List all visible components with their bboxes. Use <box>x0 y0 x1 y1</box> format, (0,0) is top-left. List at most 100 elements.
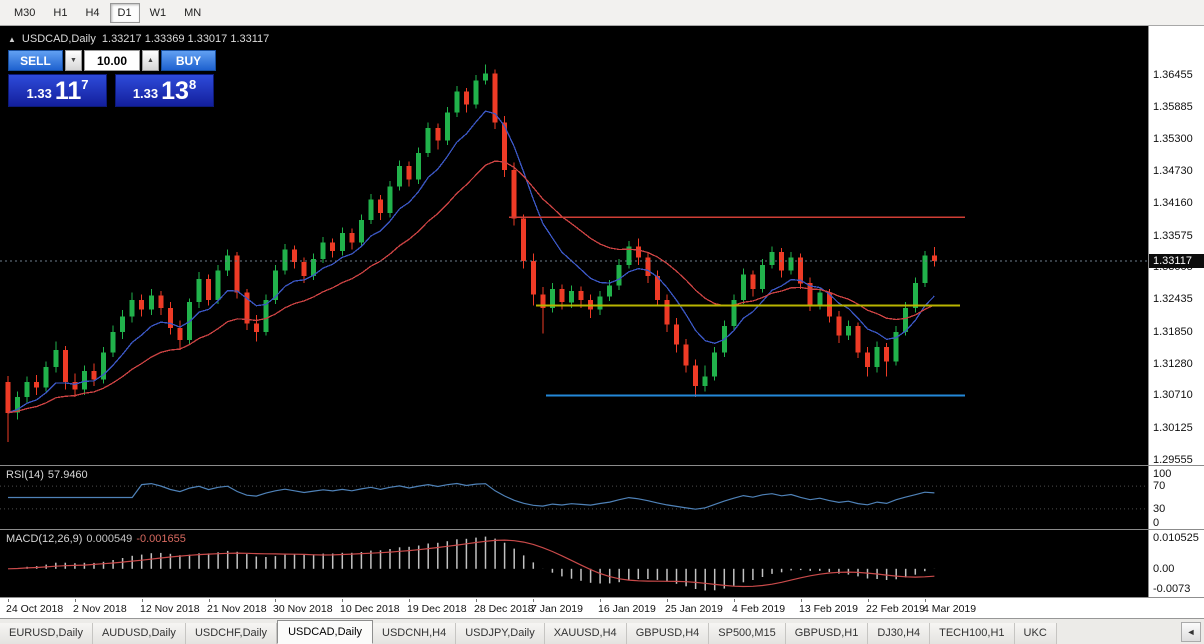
price-tick-label: 1.34730 <box>1153 165 1193 177</box>
ask-price-prefix: 1.33 <box>132 86 159 101</box>
tab-sp500-m15[interactable]: SP500,M15 <box>709 623 786 644</box>
rsi-scale-label: 70 <box>1153 480 1166 492</box>
date-label: 25 Jan 2019 <box>665 603 723 615</box>
tab-gbpusd-h4[interactable]: GBPUSD,H4 <box>626 623 710 644</box>
tab-usdcad-daily[interactable]: USDCAD,Daily <box>277 620 374 644</box>
main-chart-canvas[interactable] <box>0 26 1148 465</box>
chart-window[interactable]: ▲ USDCAD,Daily 1.33217 1.33369 1.33017 1… <box>0 26 1204 618</box>
date-label: 16 Jan 2019 <box>598 603 656 615</box>
macd-indicator-label: MACD(12,26,9) 0.000549 -0.001655 <box>6 533 186 545</box>
price-tick-label: 1.31850 <box>1153 326 1193 338</box>
macd-name: MACD(12,26,9) <box>6 533 83 545</box>
price-scale[interactable]: 1.33117 1.36455 1.35885 1.35300 1.34730 1.34… <box>1148 26 1204 597</box>
chart-tab-bar: EURUSD,Daily AUDUSD,Daily USDCHF,Daily USDC… <box>0 618 1204 644</box>
date-tick <box>600 599 601 602</box>
date-tick <box>533 599 534 602</box>
macd-pane-canvas[interactable] <box>0 530 1148 597</box>
tab-usdcnh-h4[interactable]: USDCNH,H4 <box>373 623 457 644</box>
pane-separator[interactable] <box>0 465 1204 466</box>
price-tick-label: 1.31280 <box>1153 358 1193 370</box>
rsi-name: RSI(14) <box>6 469 44 481</box>
chart-tabs: EURUSD,Daily AUDUSD,Daily USDCHF,Daily USDC… <box>0 619 1179 644</box>
timeframe-button-w1[interactable]: W1 <box>142 3 175 23</box>
volume-input[interactable] <box>84 50 140 71</box>
date-label: 22 Feb 2019 <box>866 603 925 615</box>
date-tick <box>342 599 343 602</box>
date-tick <box>868 599 869 602</box>
rsi-pane-canvas[interactable] <box>0 466 1148 529</box>
date-tick <box>734 599 735 602</box>
date-tick <box>667 599 668 602</box>
date-label: 12 Nov 2018 <box>140 603 200 615</box>
rsi-current-value: 57.9460 <box>47 469 88 481</box>
date-tick <box>209 599 210 602</box>
timeframe-toolbar: M30 H1 H4 D1 W1 MN <box>0 0 1204 26</box>
price-tick-label: 1.29555 <box>1153 454 1193 466</box>
date-label: 4 Feb 2019 <box>732 603 786 615</box>
rsi-indicator-label: RSI(14) 57.9460 <box>6 469 88 481</box>
timeframe-button-m30[interactable]: M30 <box>6 3 43 23</box>
price-tick-label: 1.36455 <box>1153 69 1193 81</box>
price-tick-label: 1.32435 <box>1153 293 1193 305</box>
date-tick <box>142 599 143 602</box>
tab-dj30-h4[interactable]: DJ30,H4 <box>868 623 931 644</box>
bid-price-display[interactable]: 1.33 11 7 <box>8 74 107 107</box>
volume-increase-button[interactable]: ▲ <box>142 50 159 71</box>
rsi-scale-label: 100 <box>1153 468 1172 480</box>
sell-button[interactable]: SELL <box>8 50 63 71</box>
tab-usdchf-daily[interactable]: USDCHF,Daily <box>185 623 278 644</box>
buy-button[interactable]: BUY <box>161 50 216 71</box>
chart-title: ▲ USDCAD,Daily 1.33217 1.33369 1.33017 1… <box>8 33 269 45</box>
date-label: 19 Dec 2018 <box>407 603 467 615</box>
timeframe-button-mn[interactable]: MN <box>176 3 209 23</box>
arrow-left-icon: ◄ <box>1186 627 1196 637</box>
macd-main-value: 0.000549 <box>86 533 133 545</box>
date-tick <box>409 599 410 602</box>
timeframe-button-h4[interactable]: H4 <box>77 3 107 23</box>
date-label: 4 Mar 2019 <box>923 603 977 615</box>
rsi-scale-label: 30 <box>1153 503 1166 515</box>
tab-gbpusd-h1[interactable]: GBPUSD,H1 <box>785 623 869 644</box>
price-tick-label: 1.33575 <box>1153 230 1193 242</box>
pane-separator[interactable] <box>0 529 1204 530</box>
price-tick-label: 1.35300 <box>1153 133 1193 145</box>
chart-ohlc-values: 1.33217 1.33369 1.33017 1.33117 <box>101 33 270 45</box>
current-price-badge: 1.33117 <box>1149 254 1204 268</box>
tab-eurusd-daily[interactable]: EURUSD,Daily <box>0 623 93 644</box>
tab-tech100-h1[interactable]: TECH100,H1 <box>930 623 1015 644</box>
macd-signal-value: -0.001655 <box>136 533 186 545</box>
macd-scale-label: -0.0073 <box>1153 583 1191 595</box>
date-label: 28 Dec 2018 <box>474 603 534 615</box>
macd-scale-label: 0.010525 <box>1153 532 1199 544</box>
bid-price-point: 7 <box>81 77 89 92</box>
date-tick <box>925 599 926 602</box>
date-tick <box>476 599 477 602</box>
date-label: 21 Nov 2018 <box>207 603 267 615</box>
ask-price-pips: 13 <box>161 77 189 105</box>
date-tick <box>275 599 276 602</box>
tab-xauusd-h4[interactable]: XAUUSD,H4 <box>544 623 627 644</box>
ask-price-display[interactable]: 1.33 13 8 <box>115 74 214 107</box>
rsi-scale-label: 0 <box>1153 517 1160 529</box>
one-click-panel-toggle-icon[interactable]: ▲ <box>8 34 16 44</box>
bid-price-pips: 11 <box>54 77 82 105</box>
tab-scroll-left-button[interactable]: ◄ <box>1181 622 1201 642</box>
chevron-up-icon: ▲ <box>147 57 154 64</box>
price-tick-label: 1.30125 <box>1153 422 1193 434</box>
bid-price-prefix: 1.33 <box>26 86 52 101</box>
tab-ukc[interactable]: UKC <box>1014 623 1057 644</box>
price-tick-label: 1.35885 <box>1153 101 1193 113</box>
date-label: 10 Dec 2018 <box>340 603 400 615</box>
tab-usdjpy-daily[interactable]: USDJPY,Daily <box>456 623 545 644</box>
macd-scale-label: 0.00 <box>1153 563 1175 575</box>
volume-decrease-button[interactable]: ▼ <box>65 50 82 71</box>
tab-audusd-daily[interactable]: AUDUSD,Daily <box>92 623 186 644</box>
chevron-down-icon: ▼ <box>70 57 77 64</box>
ask-price-point: 8 <box>188 77 197 92</box>
date-label: 7 Jan 2019 <box>531 603 583 615</box>
timeframe-button-d1[interactable]: D1 <box>109 2 140 23</box>
date-axis[interactable]: 24 Oct 2018 2 Nov 2018 12 Nov 2018 21 Nov 2… <box>0 597 1204 618</box>
timeframe-button-h1[interactable]: H1 <box>45 3 75 23</box>
one-click-trade-panel: SELL ▼ ▲ BUY 1.33 11 7 1.33 13 8 <box>8 50 216 107</box>
price-tick-label: 1.34160 <box>1153 197 1193 209</box>
